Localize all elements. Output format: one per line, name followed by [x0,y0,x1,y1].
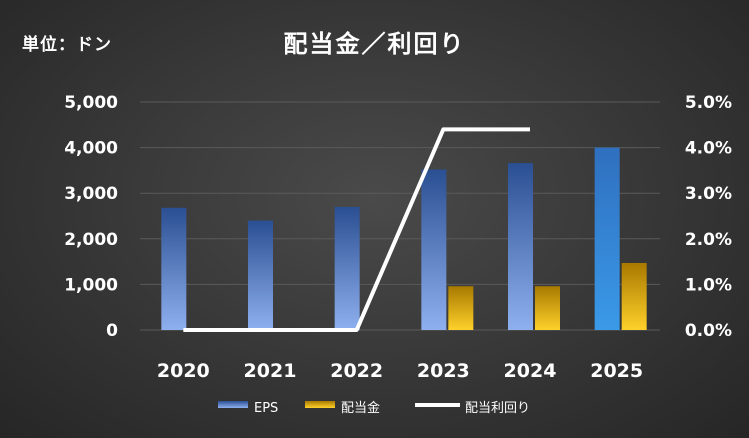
y-right-tick-label: 0.0% [685,321,732,341]
bar-eps [594,147,620,330]
x-tick-label: 2025 [590,360,643,382]
x-tick-label: 2022 [330,360,383,382]
y-left-tick-label: 5,000 [64,93,118,113]
bar-dividend [448,286,474,330]
x-tick-label: 2024 [504,360,557,382]
bar-eps [508,163,533,330]
y-right-tick-label: 3.0% [685,184,732,204]
y-right-tick-label: 4.0% [685,139,732,159]
bar-dividend [535,286,560,330]
y-right-tick-label: 2.0% [685,230,732,250]
bar-eps [421,169,447,330]
y-left-tick-label: 3,000 [64,184,118,204]
bar-eps [248,220,273,330]
chart-title: 配当金／利回り [283,30,466,58]
y-right-tick-label: 5.0% [685,93,732,113]
bar-dividend [621,262,647,330]
legend-label-yield: 配当利回り [465,401,530,416]
legend-swatch-eps [218,401,248,408]
line-dividend-yield [183,127,530,332]
x-tick-label: 2020 [157,360,210,382]
y-right-tick-label: 1.0% [685,275,732,295]
legend-swatch-dividend [305,401,335,408]
legend-label-dividend: 配当金 [341,400,380,416]
y-left-tick-label: 0 [106,321,118,341]
x-tick-label: 2023 [417,360,470,382]
legend-label-eps: EPS [254,401,278,416]
bar-eps [334,206,360,330]
x-tick-label: 2021 [244,360,297,382]
y-left-tick-label: 2,000 [64,230,118,250]
y-left-tick-label: 1,000 [64,275,118,295]
unit-label: 単位：ドン [22,35,112,55]
y-left-tick-label: 4,000 [64,139,118,159]
bar-eps [161,207,187,330]
